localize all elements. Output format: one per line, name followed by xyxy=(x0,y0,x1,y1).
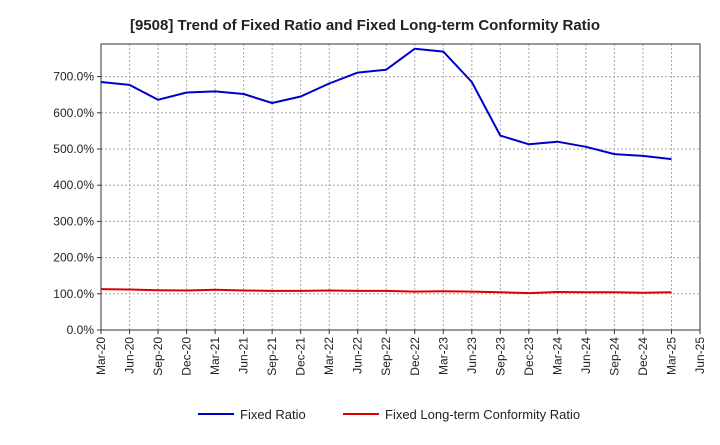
x-tick-label: Dec-22 xyxy=(408,337,422,376)
axes xyxy=(100,43,701,331)
series-line-fixed-long-term-conformity-ratio xyxy=(100,288,672,295)
chart-title: [9508] Trend of Fixed Ratio and Fixed Lo… xyxy=(130,17,600,34)
x-tick-label: Mar-22 xyxy=(322,337,336,375)
x-axis-ticks: Mar-20 Jun-20 Sep-20 Dec-20 Mar-21 Jun-21 Sep-… xyxy=(94,330,707,376)
x-tick-label: Dec-24 xyxy=(636,337,650,376)
x-tick-label: Mar-20 xyxy=(94,337,108,375)
y-axis-ticks: 0.0% 100.0% 200.0% 300.0% 400.0% 500.0% 600.0%… xyxy=(53,70,101,337)
x-tick-label: Dec-23 xyxy=(522,337,536,376)
x-tick-label: Sep-23 xyxy=(493,337,507,376)
legend: Fixed Ratio Fixed Long-term Conformity Ra… xyxy=(198,407,580,422)
x-tick-label: Mar-23 xyxy=(436,337,450,375)
y-tick-label: 500.0% xyxy=(53,142,94,156)
x-tick-label: Dec-21 xyxy=(294,337,308,376)
x-tick-label: Sep-22 xyxy=(379,337,393,376)
x-tick-label: Sep-21 xyxy=(265,337,279,376)
series-line-fixed-ratio xyxy=(100,47,672,161)
y-tick-label: 200.0% xyxy=(53,251,94,265)
x-tick-label: Jun-20 xyxy=(123,337,137,374)
x-tick-label: Jun-22 xyxy=(351,337,365,374)
x-tick-label: Sep-24 xyxy=(607,337,621,376)
x-tick-label: Jun-21 xyxy=(237,337,251,374)
x-tick-label: Mar-25 xyxy=(664,337,678,375)
x-tick-label: Dec-20 xyxy=(180,337,194,376)
x-tick-label: Mar-24 xyxy=(550,337,564,375)
plot-frame xyxy=(100,43,701,331)
y-tick-label: 400.0% xyxy=(53,178,94,192)
y-tick-label: 300.0% xyxy=(53,214,94,228)
legend-label: Fixed Long-term Conformity Ratio xyxy=(385,407,580,422)
y-tick-label: 0.0% xyxy=(67,323,95,337)
y-tick-label: 700.0% xyxy=(53,70,94,84)
y-tick-label: 100.0% xyxy=(53,287,94,301)
x-tick-label: Jun-24 xyxy=(579,337,593,374)
y-tick-label: 600.0% xyxy=(53,106,94,120)
series-lines xyxy=(100,47,672,295)
x-tick-label: Jun-23 xyxy=(465,337,479,374)
x-tick-label: Jun-25 xyxy=(693,337,707,374)
grid-lines xyxy=(101,44,700,330)
x-tick-label: Mar-21 xyxy=(208,337,222,375)
legend-label: Fixed Ratio xyxy=(240,407,306,422)
x-tick-label: Sep-20 xyxy=(151,337,165,376)
